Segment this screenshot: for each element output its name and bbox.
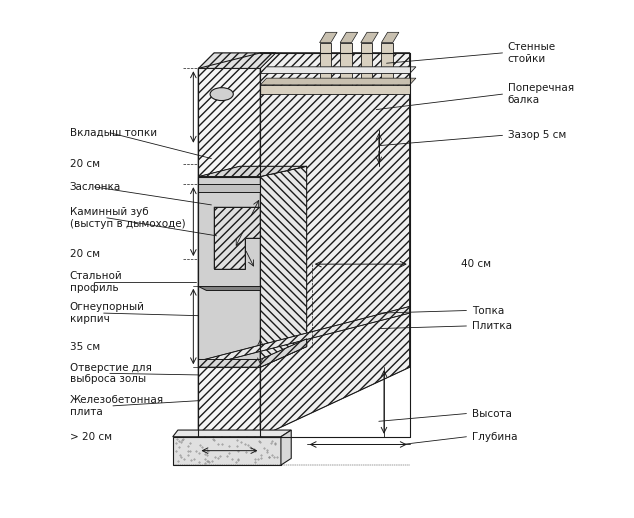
Polygon shape	[261, 78, 416, 85]
Polygon shape	[198, 286, 261, 290]
Text: Каминный зуб
(выступ в дымоходе): Каминный зуб (выступ в дымоходе)	[70, 207, 185, 228]
Text: Плитка: Плитка	[472, 321, 512, 331]
Polygon shape	[198, 307, 410, 367]
Polygon shape	[382, 32, 399, 42]
Polygon shape	[198, 184, 261, 192]
Text: Стенные
стойки: Стенные стойки	[508, 42, 556, 64]
Polygon shape	[382, 42, 392, 94]
Text: Глубина: Глубина	[472, 431, 517, 442]
Polygon shape	[198, 339, 307, 367]
Text: 40 см: 40 см	[462, 259, 491, 269]
Polygon shape	[261, 53, 410, 437]
Ellipse shape	[210, 88, 233, 100]
Text: Поперечная
балка: Поперечная балка	[508, 83, 574, 105]
Polygon shape	[320, 32, 337, 42]
Text: Вкладыш топки: Вкладыш топки	[70, 128, 157, 138]
Polygon shape	[340, 32, 358, 42]
Polygon shape	[172, 437, 281, 465]
Text: Отверстие для
выброса золы: Отверстие для выброса золы	[70, 363, 152, 384]
Polygon shape	[361, 32, 378, 42]
Text: Железобетонная
плита: Железобетонная плита	[70, 395, 164, 416]
Text: 35 см: 35 см	[70, 341, 100, 352]
Text: Стальной
профиль: Стальной профиль	[70, 271, 122, 293]
Polygon shape	[198, 68, 261, 437]
Polygon shape	[340, 42, 351, 94]
Polygon shape	[198, 53, 276, 68]
Polygon shape	[261, 67, 416, 74]
Text: Заслонка: Заслонка	[70, 182, 121, 192]
Text: > 20 см: > 20 см	[70, 431, 112, 442]
Text: Высота: Высота	[472, 409, 512, 419]
Text: Огнеупорный
кирпич: Огнеупорный кирпич	[70, 303, 145, 324]
Polygon shape	[172, 430, 291, 437]
Text: Топка: Топка	[472, 306, 504, 315]
Text: 20 см: 20 см	[70, 159, 100, 169]
Polygon shape	[214, 208, 261, 269]
Polygon shape	[261, 85, 410, 94]
Text: 20 см: 20 см	[70, 249, 100, 259]
Polygon shape	[198, 166, 307, 177]
Polygon shape	[198, 177, 261, 367]
Polygon shape	[361, 42, 372, 94]
Polygon shape	[281, 430, 291, 465]
Text: Зазор 5 см: Зазор 5 см	[508, 131, 566, 140]
Polygon shape	[320, 42, 331, 94]
Polygon shape	[261, 166, 307, 367]
